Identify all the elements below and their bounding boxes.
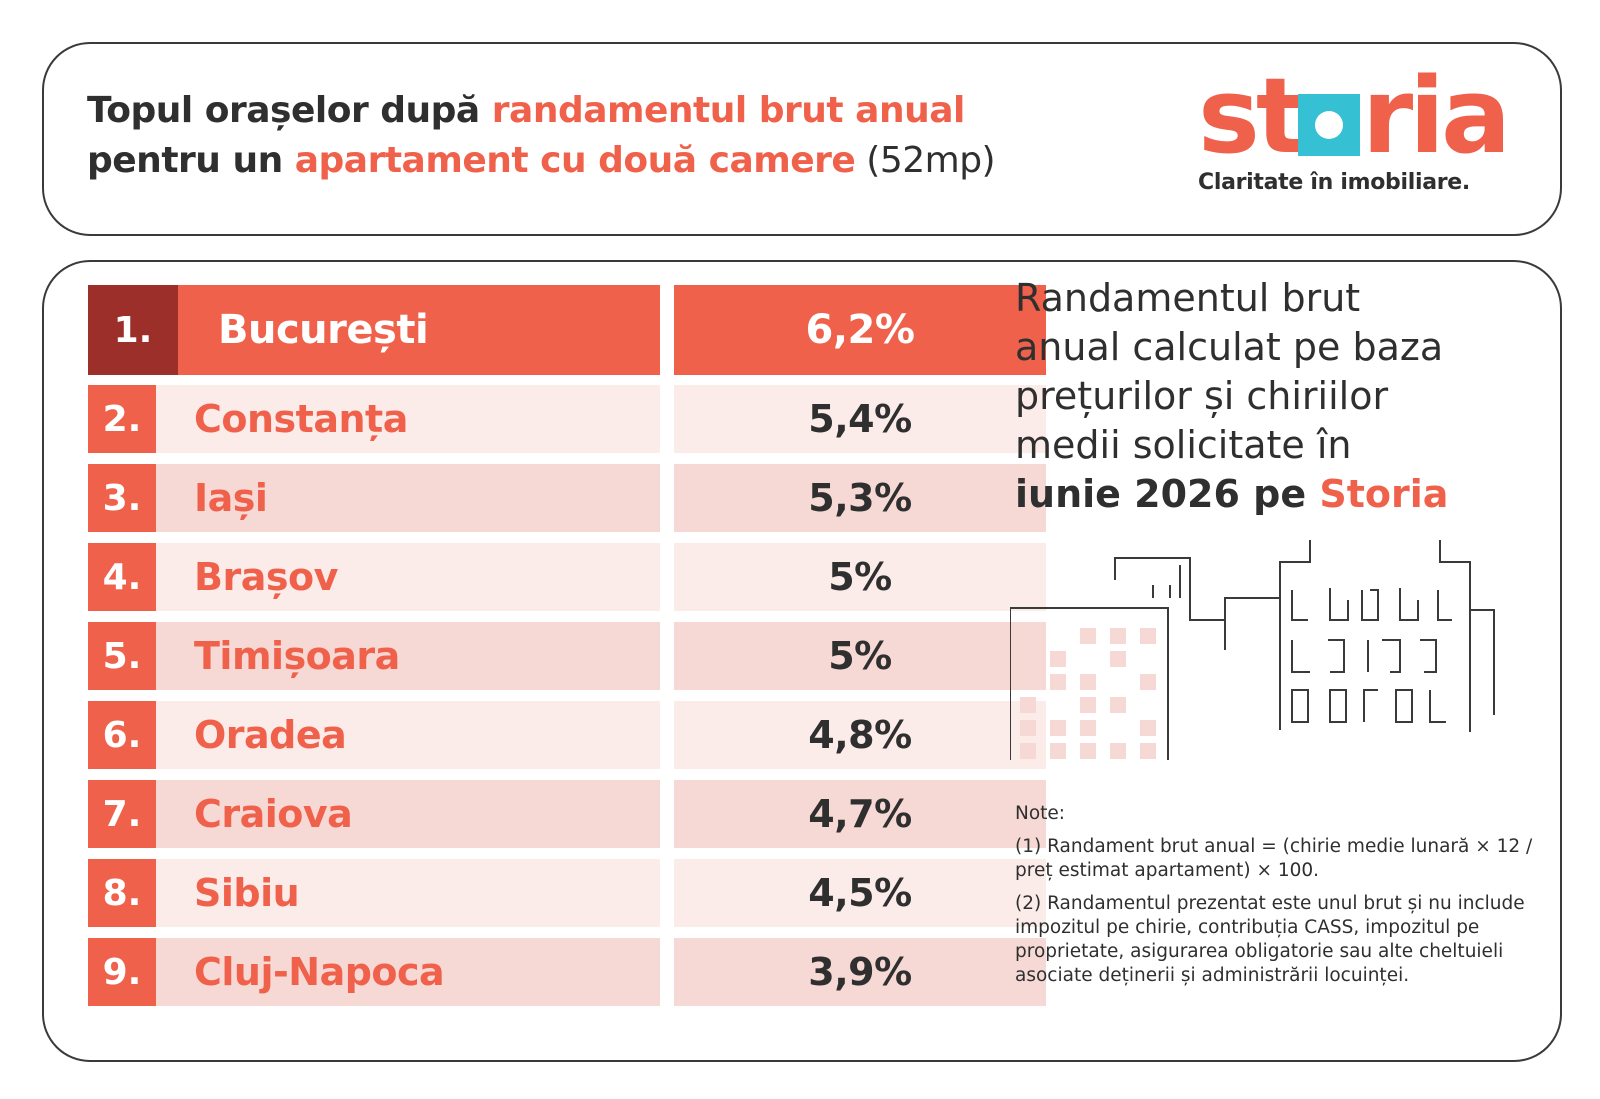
page-title: Topul orașelor după randamentul brut anu…: [87, 86, 1087, 186]
title-accent-1: randamentul brut anual: [491, 90, 966, 131]
table-row: 4. Brașov 5%: [88, 543, 1046, 611]
city-name: Iași: [156, 464, 660, 532]
storia-logo: st ria: [1198, 66, 1511, 166]
notes: Note: (1) Randament brut anual = (chirie…: [1015, 802, 1535, 997]
table-row: 8. Sibiu 4,5%: [88, 859, 1046, 927]
window-tile: [1080, 674, 1096, 690]
window-tile: [1080, 628, 1096, 644]
table-row: 2. Constanța 5,4%: [88, 385, 1046, 453]
desc-brand: Storia: [1319, 472, 1449, 516]
window-tile: [1050, 743, 1066, 759]
window-tile: [1020, 651, 1036, 667]
desc-line-4: medii solicitate în: [1015, 423, 1352, 467]
yield-value: 5%: [674, 622, 1046, 690]
window-tile: [1020, 720, 1036, 736]
rank-number: 6.: [88, 701, 156, 769]
city-name: Craiova: [156, 780, 660, 848]
yield-value: 5,4%: [674, 385, 1046, 453]
notes-heading: Note:: [1015, 803, 1066, 824]
table-row: 5. Timișoara 5%: [88, 622, 1046, 690]
title-text-3: (52mp): [855, 140, 996, 181]
rank-number: 9.: [88, 938, 156, 1006]
city-name: Cluj-Napoca: [156, 938, 660, 1006]
table-row: 6. Oradea 4,8%: [88, 701, 1046, 769]
window-tile: [1140, 628, 1156, 644]
yield-value: 5%: [674, 543, 1046, 611]
window-tile: [1140, 743, 1156, 759]
desc-line-1: Randamentul brut: [1015, 276, 1361, 320]
title-accent-2: apartament cu două camere: [294, 140, 856, 181]
city-name: București: [178, 285, 660, 375]
city-name: Constanța: [156, 385, 660, 453]
window-tile: [1110, 743, 1126, 759]
title-text-1: Topul orașelor după: [87, 90, 492, 131]
window-tile: [1110, 697, 1126, 713]
rank-number: 7.: [88, 780, 156, 848]
rank-number: 3.: [88, 464, 156, 532]
rank-number: 1.: [88, 285, 178, 375]
window-tile: [1020, 743, 1036, 759]
window-tile: [1080, 720, 1096, 736]
city-name: Brașov: [156, 543, 660, 611]
logo-text-ria: ria: [1362, 66, 1507, 166]
yield-value: 4,5%: [674, 859, 1046, 927]
rank-number: 2.: [88, 385, 156, 453]
window-tile: [1080, 743, 1096, 759]
window-tile: [1140, 720, 1156, 736]
yield-value: 4,8%: [674, 701, 1046, 769]
table-row: 1. București 6,2%: [88, 285, 1046, 375]
logo-text-st: st: [1198, 66, 1304, 166]
rank-number: 4.: [88, 543, 156, 611]
yield-value: 6,2%: [674, 285, 1046, 375]
window-tile: [1050, 651, 1066, 667]
note-1: (1) Randament brut anual = (chirie medie…: [1015, 836, 1533, 881]
table-row: 3. Iași 5,3%: [88, 464, 1046, 532]
window-tile: [1050, 674, 1066, 690]
tagline: Claritate în imobiliare.: [1198, 170, 1470, 195]
table-row: 7. Craiova 4,7%: [88, 780, 1046, 848]
window-grid: [1020, 628, 1156, 759]
rank-number: 5.: [88, 622, 156, 690]
window-tile: [1020, 674, 1036, 690]
window-tile: [1110, 628, 1126, 644]
table-row: 9. Cluj-Napoca 3,9%: [88, 938, 1046, 1006]
rank-number: 8.: [88, 859, 156, 927]
window-tile: [1110, 651, 1126, 667]
yield-value: 4,7%: [674, 780, 1046, 848]
desc-line-2: anual calculat pe baza: [1015, 325, 1444, 369]
yield-value: 5,3%: [674, 464, 1046, 532]
window-tile: [1050, 720, 1066, 736]
window-tile: [1140, 674, 1156, 690]
window-tile: [1080, 697, 1096, 713]
title-text-2: pentru un: [87, 140, 295, 181]
note-2: (2) Randamentul prezentat este unul brut…: [1015, 893, 1525, 986]
window-tile: [1020, 628, 1036, 644]
logo-dot-icon: [1315, 111, 1343, 139]
desc-line-5: iunie 2026 pe: [1015, 472, 1320, 516]
city-name: Oradea: [156, 701, 660, 769]
city-name: Timișoara: [156, 622, 660, 690]
window-tile: [1020, 697, 1036, 713]
title-panel: [42, 42, 1132, 236]
desc-line-3: prețurilor și chiriilor: [1015, 374, 1389, 418]
description: Randamentul brut anual calculat pe baza pr…: [1015, 274, 1535, 519]
yield-value: 3,9%: [674, 938, 1046, 1006]
buildings-illustration-icon: [1010, 540, 1495, 760]
city-name: Sibiu: [156, 859, 660, 927]
